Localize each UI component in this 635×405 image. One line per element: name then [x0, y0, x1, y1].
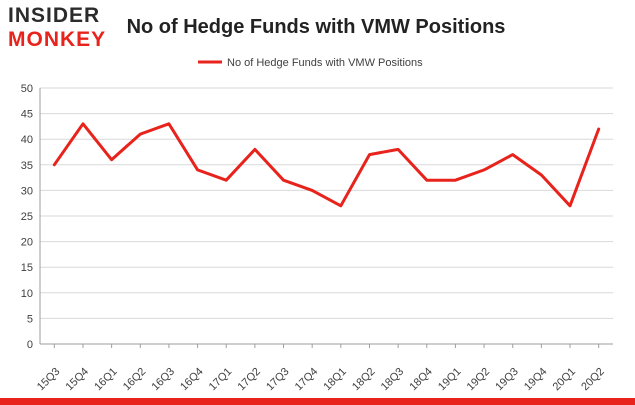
y-tick-label: 45	[21, 109, 33, 121]
x-tick-label: 16Q1	[92, 366, 120, 394]
x-tick-label: 16Q2	[121, 366, 149, 394]
gridlines	[39, 87, 613, 345]
x-tick-label: 17Q3	[264, 366, 292, 394]
x-tick-label: 20Q1	[551, 366, 579, 394]
x-tick-label: 16Q3	[150, 366, 178, 394]
y-axis-tick-labels: 0 5 10 15 20 25 30 35 40 45 50	[21, 83, 33, 351]
y-tick-label: 0	[27, 339, 33, 351]
x-tick-label: 19Q2	[465, 366, 493, 394]
x-tick-label: 17Q1	[207, 366, 235, 394]
insider-monkey-logo: INSIDER MONKEY	[8, 4, 106, 51]
legend-label: No of Hedge Funds with VMW Positions	[227, 57, 423, 69]
x-tick-label: 18Q4	[407, 366, 435, 394]
x-tick-label: 19Q4	[522, 366, 550, 394]
y-tick-label: 50	[21, 83, 33, 95]
y-tick-label: 15	[21, 262, 33, 274]
x-tick-label: 17Q4	[293, 366, 321, 394]
logo-line-insider: INSIDER	[8, 4, 100, 27]
x-tick-label: 15Q3	[35, 366, 63, 394]
x-tick-label: 15Q4	[64, 366, 92, 394]
y-tick-label: 20	[21, 237, 33, 249]
x-tick-label: 18Q2	[350, 366, 378, 394]
y-tick-label: 30	[21, 185, 33, 197]
x-tick-label: 20Q2	[579, 366, 607, 394]
series-line	[52, 122, 601, 208]
logo-line-monkey: MONKEY	[8, 28, 106, 51]
x-tick-label: 18Q3	[379, 366, 407, 394]
x-tick-label: 17Q2	[235, 366, 263, 394]
y-tick-label: 10	[21, 288, 33, 300]
x-axis-tick-labels: 15Q3 15Q4 16Q1 16Q2 16Q3 16Q4 17Q1 17Q2 17Q3 17Q4…	[35, 344, 607, 393]
x-tick-label: 16Q4	[178, 366, 206, 394]
y-tick-label: 40	[21, 134, 33, 146]
footer-bar	[0, 398, 635, 405]
x-tick-label: 18Q1	[321, 366, 349, 394]
y-tick-label: 25	[21, 211, 33, 223]
x-tick-label: 19Q1	[436, 366, 464, 394]
y-tick-label: 5	[27, 313, 33, 325]
chart-title: No of Hedge Funds with VMW Positions	[127, 16, 506, 38]
series-points	[54, 123, 599, 206]
legend: No of Hedge Funds with VMW Positions	[198, 57, 423, 69]
x-tick-label: 19Q3	[493, 366, 521, 394]
y-tick-label: 35	[21, 160, 33, 172]
